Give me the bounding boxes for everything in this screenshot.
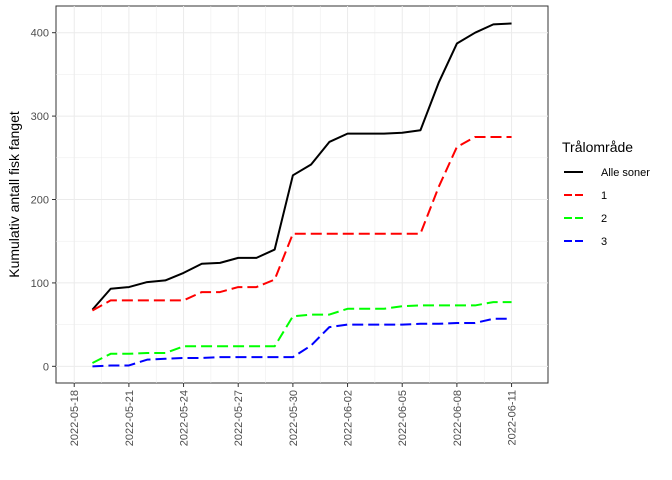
- legend-label: 3: [601, 236, 607, 248]
- legend-label: 1: [601, 190, 607, 202]
- y-tick-label: 400: [31, 28, 49, 40]
- y-tick-label: 200: [31, 195, 49, 207]
- x-tick-label: 2022-05-21: [124, 390, 136, 446]
- y-axis: 0 100 200 300 400: [31, 28, 56, 373]
- x-tick-label: 2022-06-05: [397, 390, 409, 446]
- plot-panel: [55, 5, 549, 384]
- series-line-2: [91, 301, 512, 364]
- y-tick-label: 300: [31, 111, 49, 123]
- x-tick-label: 2022-05-18: [69, 390, 81, 446]
- grid-lines: [56, 6, 548, 383]
- x-tick-label: 2022-05-30: [288, 390, 300, 446]
- legend: Trålområde Alle soner 1 2 3: [562, 139, 650, 248]
- y-tick-label: 0: [43, 361, 49, 373]
- x-tick-label: 2022-05-24: [179, 390, 191, 446]
- legend-label: Alle soner: [601, 167, 650, 179]
- legend-label: 2: [601, 213, 607, 225]
- x-tick-label: 2022-05-27: [233, 390, 245, 446]
- y-axis-title: Kumulativ antall fisk fanget: [6, 111, 22, 278]
- series-line-3: [92, 317, 512, 368]
- x-tick-label: 2022-06-08: [452, 390, 464, 446]
- x-tick-label: 2022-06-02: [343, 390, 355, 446]
- series-line-alle-soner: [91, 22, 512, 311]
- series-line-1: [91, 135, 512, 312]
- y-tick-label: 100: [31, 278, 49, 290]
- x-axis: 2022-05-18 2022-05-21 2022-05-24 2022-05-27…: [69, 383, 519, 446]
- legend-items: Alle soner 1 2 3: [564, 167, 650, 248]
- series-lines: [91, 22, 512, 368]
- x-tick-label: 2022-06-11: [507, 390, 519, 445]
- legend-title: Trålområde: [562, 139, 633, 155]
